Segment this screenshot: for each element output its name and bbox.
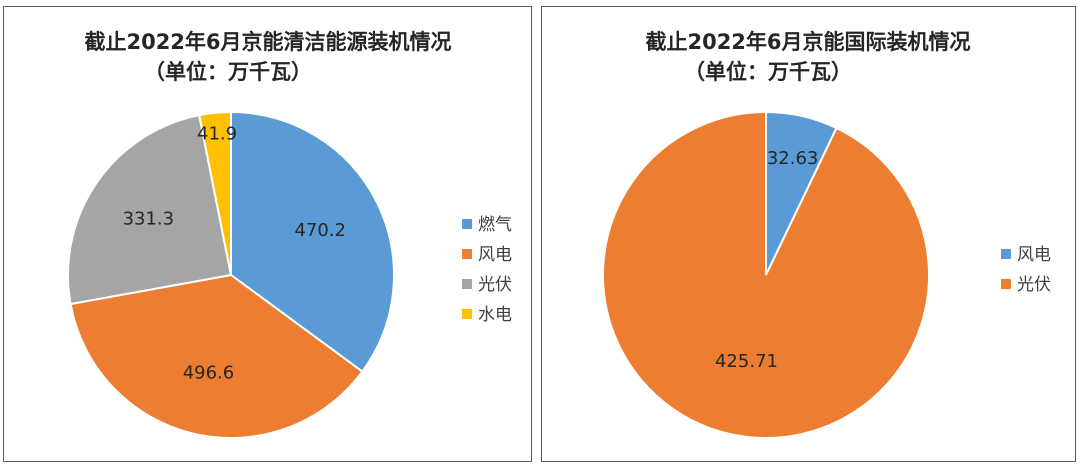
left-slice-1	[230, 110, 395, 373]
left-legend-item-3: 光伏	[462, 275, 512, 295]
left-chart-subtitle: （单位：万千瓦）	[144, 60, 312, 84]
left-legend-swatch-1	[462, 219, 472, 229]
right-data-label-2: 425.71	[715, 351, 778, 372]
left-slice-2	[69, 273, 364, 439]
right-legend-swatch-1	[1001, 249, 1011, 259]
right-chart-subtitle: （单位：万千瓦）	[684, 60, 852, 84]
right-slice-2	[602, 110, 930, 439]
left-data-label-4: 41.9	[197, 124, 237, 145]
left-chart-panel: 截止2022年6月京能清洁能源装机情况 （单位：万千瓦） 470.2 496.6 3…	[3, 6, 532, 462]
left-data-label-1: 470.2	[294, 220, 346, 241]
left-legend-item-2: 风电	[462, 245, 512, 265]
left-data-label-2: 496.6	[183, 362, 235, 383]
left-pie-chart: 截止2022年6月京能清洁能源装机情况 （单位：万千瓦） 470.2 496.6 3…	[67, 30, 512, 439]
left-slice-4	[198, 110, 232, 276]
left-chart-title: 截止2022年6月京能清洁能源装机情况	[84, 30, 451, 54]
left-legend-item-4: 水电	[462, 305, 512, 325]
right-legend-swatch-2	[1001, 279, 1011, 289]
right-pie-chart: 截止2022年6月京能国际装机情况 （单位：万千瓦） 32.63 425.71 风…	[602, 30, 1051, 439]
right-chart-panel: 截止2022年6月京能国际装机情况 （单位：万千瓦） 32.63 425.71 风…	[541, 6, 1076, 462]
left-legend-label-2: 风电	[478, 245, 512, 265]
left-legend-swatch-3	[462, 279, 472, 289]
right-data-label-1: 32.63	[767, 148, 819, 169]
right-legend-item-2: 光伏	[1001, 275, 1051, 295]
left-legend-item-1: 燃气	[462, 215, 512, 235]
left-legend-label-4: 水电	[478, 305, 512, 325]
right-pie-slices	[602, 110, 930, 439]
left-legend-swatch-2	[462, 249, 472, 259]
left-legend-label-1: 燃气	[478, 215, 512, 235]
left-legend-label-3: 光伏	[478, 275, 512, 295]
left-legend-swatch-4	[462, 309, 472, 319]
left-pie-slices	[67, 110, 395, 439]
right-legend-item-1: 风电	[1001, 245, 1051, 265]
left-data-label-3: 331.3	[123, 209, 175, 230]
right-legend-label-1: 风电	[1017, 245, 1051, 265]
left-pie-labels: 470.2 496.6 331.3 41.9	[123, 124, 346, 384]
right-legend-label-2: 光伏	[1017, 275, 1051, 295]
right-pie-labels: 32.63 425.71	[715, 148, 818, 372]
left-slice-3	[67, 113, 233, 306]
right-chart-title: 截止2022年6月京能国际装机情况	[645, 30, 970, 54]
